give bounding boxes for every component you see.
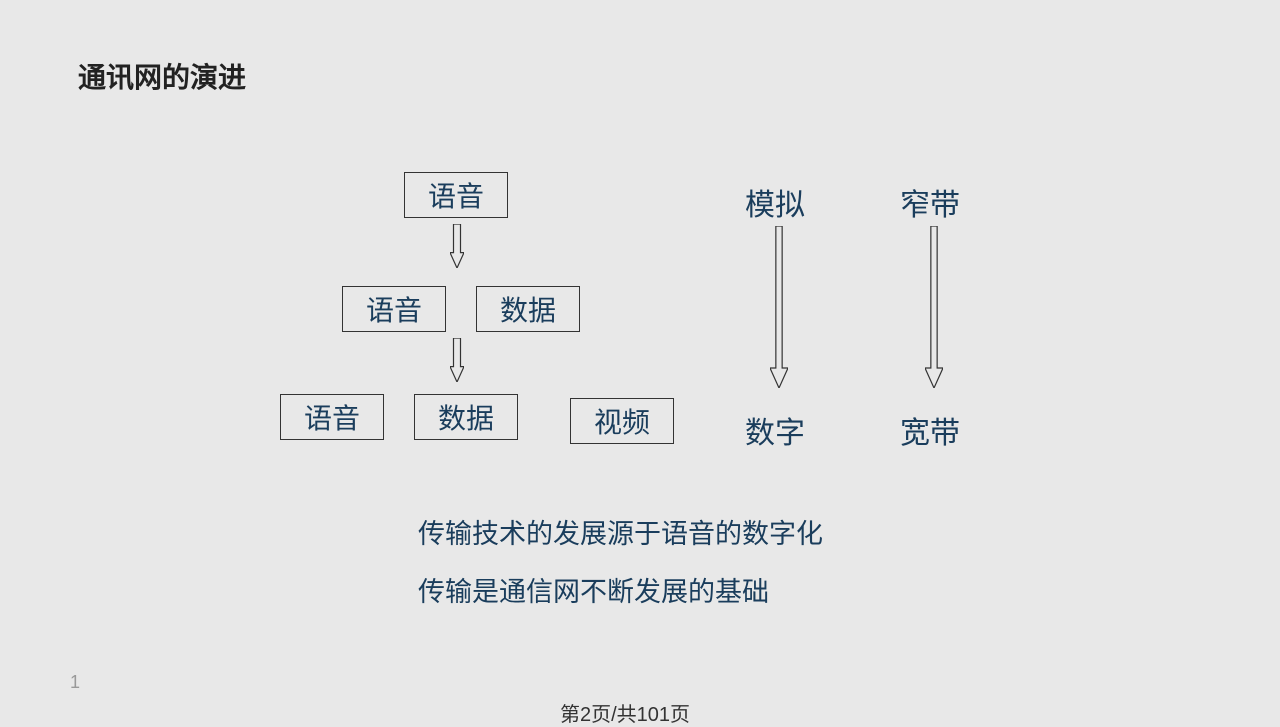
label-1: 窄带	[900, 180, 960, 224]
down-arrow-small-1	[450, 338, 464, 382]
page-number: 1	[70, 672, 80, 693]
diagram-box-3: 语音	[280, 394, 384, 440]
paragraph-0: 传输技术的发展源于语音的数字化	[418, 512, 823, 551]
down-arrow-small-0	[450, 224, 464, 268]
down-arrow-long-0	[770, 226, 788, 388]
paragraph-1: 传输是通信网不断发展的基础	[418, 570, 769, 609]
label-0: 模拟	[745, 180, 805, 224]
diagram-box-4: 数据	[414, 394, 518, 440]
diagram-box-5: 视频	[570, 398, 674, 444]
down-arrow-long-1	[925, 226, 943, 388]
slide-title: 通讯网的演进	[78, 56, 246, 96]
label-3: 宽带	[900, 408, 960, 452]
diagram-box-2: 数据	[476, 286, 580, 332]
diagram-box-0: 语音	[404, 172, 508, 218]
footer-text: 第2页/共101页	[560, 698, 690, 727]
diagram-box-1: 语音	[342, 286, 446, 332]
label-2: 数字	[745, 408, 805, 452]
